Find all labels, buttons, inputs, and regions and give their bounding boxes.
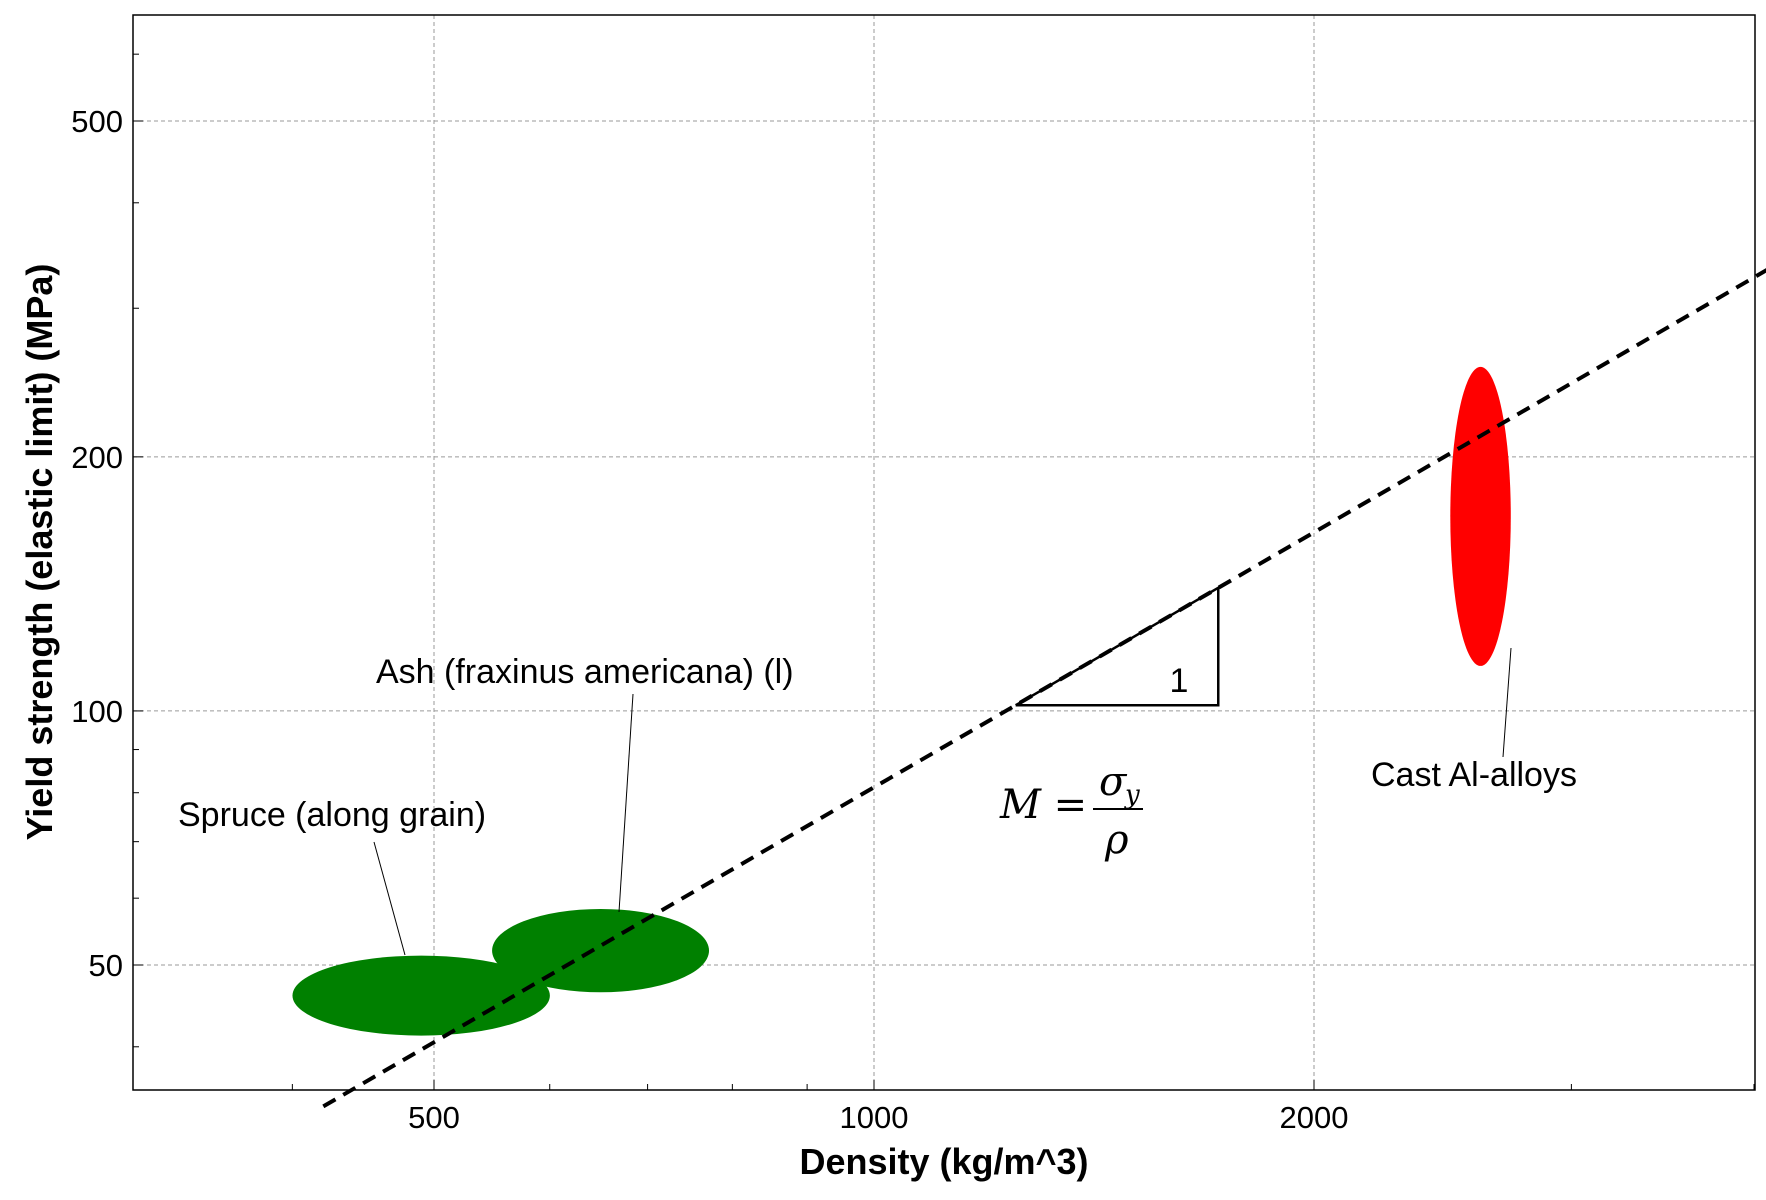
label-cast-al: Cast Al-alloys [1371, 756, 1577, 794]
grid [133, 15, 1755, 1090]
x-tick-labels: 500 1000 2000 [408, 1100, 1348, 1135]
equation-denominator: ρ [1104, 817, 1129, 863]
annotations: Spruce (along grain) Ash (fraxinus ameri… [178, 647, 1577, 956]
material-bubbles [292, 366, 1511, 1036]
plot-frame [132, 14, 1756, 1091]
slope-triangle-label: 1 [1170, 662, 1189, 700]
bubble-1 [492, 908, 710, 993]
slope-triangle [1015, 585, 1220, 707]
equation-lhs: M = [999, 782, 1087, 828]
y-axis-title: Yield strength (elastic limit) (MPa) [19, 264, 60, 841]
x-tick-label: 2000 [1280, 1100, 1349, 1135]
label-ash: Ash (fraxinus americana) (l) [376, 653, 794, 691]
leader-cast-al [1502, 647, 1512, 758]
leader-ash [618, 693, 634, 913]
minor-ticks [133, 53, 1755, 1090]
bubble-0 [292, 955, 550, 1036]
x-tick-label: 1000 [840, 1100, 909, 1135]
y-tick-label: 500 [71, 104, 123, 139]
y-tick-label: 50 [89, 948, 123, 983]
x-axis-title: Density (kg/m^3) [799, 1141, 1088, 1182]
leader-spruce [373, 841, 406, 956]
label-spruce: Spruce (along grain) [178, 796, 486, 834]
y-tick-label: 200 [71, 440, 123, 475]
bubble-2 [1450, 366, 1511, 666]
equation-numerator: σ [1099, 759, 1128, 805]
y-tick-labels: 50 100 200 500 [71, 104, 123, 983]
x-tick-label: 500 [408, 1100, 460, 1135]
equation: M = σ y ρ [999, 759, 1143, 863]
y-tick-label: 100 [71, 694, 123, 729]
equation-subscript: y [1124, 780, 1140, 810]
